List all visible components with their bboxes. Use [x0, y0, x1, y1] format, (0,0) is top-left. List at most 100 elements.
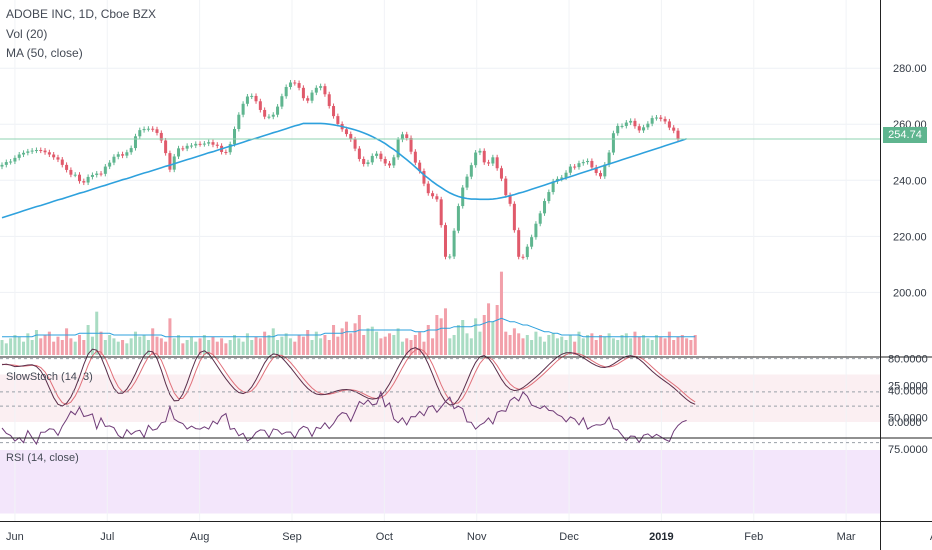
candle-body [245, 96, 249, 104]
volume-bar [594, 340, 598, 355]
time-axis[interactable]: JunJulAugSepOctNovDec2019FebMarAprMay [6, 531, 932, 543]
volume-bar [672, 340, 676, 355]
candle-body [258, 101, 262, 110]
candle-body [332, 106, 336, 117]
volume-bar [314, 331, 318, 355]
candle [301, 85, 305, 101]
time-tick-label: Nov [467, 531, 487, 543]
volume-bar [512, 328, 516, 355]
candle [310, 90, 314, 104]
volume-bar [323, 335, 327, 355]
candle-body [499, 168, 503, 179]
candle [177, 145, 181, 159]
candle [487, 159, 491, 166]
candle [409, 135, 413, 155]
volume-bar [34, 330, 38, 355]
time-tick-label: Apr [930, 531, 932, 543]
candle [598, 170, 603, 179]
candle [620, 123, 624, 129]
volume-bar [65, 328, 69, 355]
candle-body [392, 157, 396, 166]
volume-bar [284, 333, 288, 355]
volume-bar [194, 341, 198, 355]
volume-bar [177, 335, 181, 355]
volume-bar [73, 341, 77, 355]
candle [142, 126, 146, 133]
candle-body [654, 117, 658, 119]
candle-body [112, 156, 116, 163]
grid-lines [0, 0, 880, 521]
candle [13, 155, 17, 165]
candle [366, 159, 370, 167]
candle [672, 125, 676, 134]
candle [396, 137, 400, 160]
stoch-axis[interactable]: 80.0000 40.0000 0.0000 [888, 354, 928, 429]
stoch-dashed-levels [0, 358, 880, 407]
candle-body [405, 134, 409, 138]
volume-bar [439, 318, 443, 355]
volume-bar [198, 338, 202, 355]
volume-bar [452, 335, 456, 355]
candle [95, 171, 99, 178]
price-tick-label: 240.00 [893, 175, 927, 187]
candle [654, 115, 658, 121]
volume-bar [388, 333, 392, 355]
candle-body [370, 155, 374, 163]
stoch-tick-label: 80.0000 [888, 354, 928, 366]
volume-bar [357, 315, 361, 355]
candle-body [482, 150, 486, 163]
candle-body [577, 163, 581, 168]
candle-body [586, 160, 590, 163]
candle [121, 151, 125, 159]
volume-bars [0, 271, 697, 355]
candle-body [77, 174, 82, 182]
volume-bar [310, 340, 314, 355]
candle [22, 150, 26, 158]
rsi-axis[interactable]: 75.0000 50.0000 25.0000 [888, 381, 928, 457]
ma-legend: MA (50, close) [6, 46, 83, 60]
candlesticks [0, 79, 680, 260]
volume-bar [396, 328, 400, 355]
volume-bar [465, 333, 469, 355]
candle [103, 164, 107, 177]
candle-body [138, 130, 142, 137]
candle [293, 79, 297, 86]
candle [202, 141, 206, 147]
volume-bar [254, 336, 258, 355]
candle [439, 196, 443, 228]
volume-bar [224, 343, 228, 355]
candle-body [288, 82, 292, 87]
candle-body [448, 256, 452, 258]
volume-bar [13, 335, 17, 355]
volume-bar [400, 341, 404, 355]
candle [370, 153, 374, 165]
volume-bar [646, 338, 650, 355]
volume-bar [676, 336, 680, 355]
candle [155, 126, 159, 136]
candle-body [194, 143, 198, 146]
candle-body [512, 203, 516, 231]
candle-body [474, 152, 478, 166]
candle-body [211, 142, 215, 145]
volume-bar [495, 305, 499, 355]
candle [323, 83, 327, 97]
volume-bar [478, 331, 482, 355]
volume-bar [159, 338, 163, 355]
candle-body [452, 230, 456, 257]
volume-bar [667, 331, 671, 355]
candle-body [594, 167, 598, 174]
chart-title: ADOBE INC, 1D, Cboe BZX [6, 7, 157, 21]
candle [426, 181, 430, 196]
volume-bar [215, 341, 219, 355]
candle [224, 149, 228, 155]
candle [9, 158, 13, 165]
candle-body [327, 94, 331, 107]
time-tick-label: Sep [282, 531, 302, 543]
volume-bar [82, 340, 86, 355]
candle-body [17, 154, 21, 158]
volume-bar [375, 331, 379, 355]
volume-bar [297, 335, 301, 355]
candle-body [276, 106, 280, 115]
